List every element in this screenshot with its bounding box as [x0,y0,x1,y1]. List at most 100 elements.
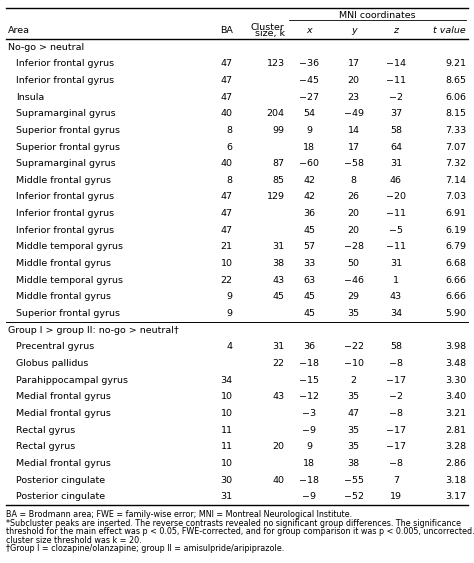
Text: 31: 31 [273,243,285,252]
Text: −20: −20 [386,193,406,202]
Text: 9: 9 [227,309,233,318]
Text: 36: 36 [303,209,315,218]
Text: 7.03: 7.03 [445,193,466,202]
Text: −46: −46 [344,276,364,285]
Text: 35: 35 [348,392,360,401]
Text: 58: 58 [390,126,402,135]
Text: 3.98: 3.98 [445,342,466,351]
Text: Globus pallidus: Globus pallidus [16,359,88,368]
Text: y: y [351,26,356,35]
Text: 9: 9 [227,292,233,301]
Text: 47: 47 [348,409,360,418]
Text: −36: −36 [299,59,319,68]
Text: 20: 20 [348,76,360,85]
Text: 87: 87 [273,159,285,168]
Text: 47: 47 [220,59,233,68]
Text: −18: −18 [299,476,319,485]
Text: 85: 85 [273,176,285,185]
Text: 6.68: 6.68 [445,259,466,268]
Text: 8: 8 [227,176,233,185]
Text: threshold for the main effect was p < 0.05, FWE-corrected, and for group compari: threshold for the main effect was p < 0.… [6,527,474,536]
Text: 47: 47 [220,226,233,235]
Text: †Group I = clozapine/olanzapine; group II = amisulpride/aripiprazole.: †Group I = clozapine/olanzapine; group I… [6,544,284,553]
Text: 204: 204 [267,109,285,118]
Text: 20: 20 [273,442,285,451]
Text: −18: −18 [299,359,319,368]
Text: 46: 46 [390,176,402,185]
Text: 38: 38 [273,259,285,268]
Text: 57: 57 [303,243,315,252]
Text: 123: 123 [266,59,285,68]
Text: 9.21: 9.21 [445,59,466,68]
Text: 6.19: 6.19 [445,226,466,235]
Text: 43: 43 [273,392,285,401]
Text: Area: Area [8,26,30,35]
Text: Posterior cingulate: Posterior cingulate [16,476,105,485]
Text: 2.86: 2.86 [445,459,466,468]
Text: −49: −49 [344,109,364,118]
Text: −60: −60 [299,159,319,168]
Text: −17: −17 [386,426,406,435]
Text: 3.17: 3.17 [445,492,466,501]
Text: −2: −2 [389,92,403,101]
Text: Inferior frontal gyrus: Inferior frontal gyrus [16,59,114,68]
Text: 31: 31 [220,492,233,501]
Text: 40: 40 [220,159,233,168]
Text: −10: −10 [344,359,364,368]
Text: 8: 8 [227,126,233,135]
Text: 8.15: 8.15 [445,109,466,118]
Text: 35: 35 [348,426,360,435]
Text: Middle temporal gyrus: Middle temporal gyrus [16,243,123,252]
Text: −8: −8 [389,359,403,368]
Text: 11: 11 [220,442,233,451]
Text: 31: 31 [390,259,402,268]
Text: −3: −3 [302,409,316,418]
Text: 3.48: 3.48 [445,359,466,368]
Text: 6.06: 6.06 [445,92,466,101]
Text: 58: 58 [390,342,402,351]
Text: 14: 14 [348,126,360,135]
Text: BA: BA [219,26,233,35]
Text: 19: 19 [390,492,402,501]
Text: Inferior frontal gyrus: Inferior frontal gyrus [16,226,114,235]
Text: 54: 54 [303,109,315,118]
Text: 43: 43 [390,292,402,301]
Text: −5: −5 [389,226,403,235]
Text: 26: 26 [348,193,360,202]
Text: Inferior frontal gyrus: Inferior frontal gyrus [16,76,114,85]
Text: 64: 64 [390,142,402,151]
Text: 6: 6 [227,142,233,151]
Text: 7: 7 [393,476,399,485]
Text: 6.66: 6.66 [445,276,466,285]
Text: 47: 47 [220,76,233,85]
Text: 2: 2 [351,376,357,385]
Text: −45: −45 [299,76,319,85]
Text: −15: −15 [299,376,319,385]
Text: 43: 43 [273,276,285,285]
Text: 1: 1 [393,276,399,285]
Text: 47: 47 [220,92,233,101]
Text: 9: 9 [306,442,312,451]
Text: −11: −11 [386,243,406,252]
Text: Insula: Insula [16,92,44,101]
Text: 37: 37 [390,109,402,118]
Text: 47: 47 [220,193,233,202]
Text: cluster size threshold was k = 20.: cluster size threshold was k = 20. [6,535,142,544]
Text: 20: 20 [348,209,360,218]
Text: −9: −9 [302,492,316,501]
Text: 34: 34 [390,309,402,318]
Text: 20: 20 [348,226,360,235]
Text: 45: 45 [303,309,315,318]
Text: 50: 50 [348,259,360,268]
Text: 33: 33 [303,259,315,268]
Text: 7.33: 7.33 [445,126,466,135]
Text: 35: 35 [348,309,360,318]
Text: Rectal gyrus: Rectal gyrus [16,442,75,451]
Text: No-go > neutral: No-go > neutral [8,43,84,52]
Text: 7.07: 7.07 [445,142,466,151]
Text: Medial frontal gyrus: Medial frontal gyrus [16,409,111,418]
Text: 129: 129 [267,193,285,202]
Text: 11: 11 [220,426,233,435]
Text: 36: 36 [303,342,315,351]
Text: −22: −22 [344,342,364,351]
